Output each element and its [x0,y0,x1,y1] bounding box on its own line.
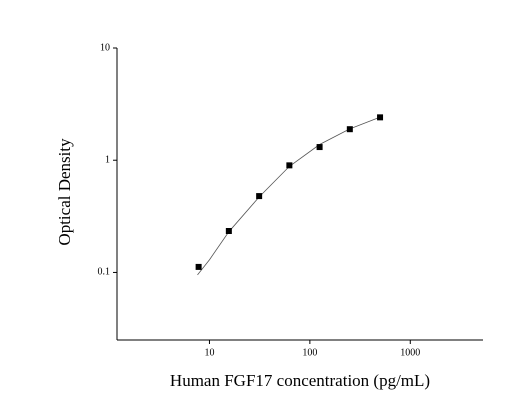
point [195,263,202,270]
point [256,193,263,200]
point [225,228,232,235]
fit-curve [197,116,381,276]
point [377,114,384,121]
y-axis-title: Optical Density [55,138,74,246]
x-tick-label: 100 [302,347,317,358]
y-tick-label: 0.1 [98,267,111,278]
x-axis-title: Human FGF17 concentration (pg/mL) [170,371,430,390]
x-tick-label: 1000 [400,347,420,358]
y-tick-label: 1 [105,155,110,166]
point [316,144,323,151]
y-tick-label: 10 [100,42,110,53]
point [286,162,293,169]
point [346,126,353,133]
x-tick-label: 10 [204,347,214,358]
